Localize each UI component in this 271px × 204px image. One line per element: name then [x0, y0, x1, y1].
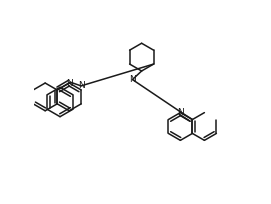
Text: N: N — [129, 75, 136, 84]
Text: N: N — [177, 108, 184, 117]
Text: N: N — [78, 81, 85, 90]
Text: N: N — [66, 79, 73, 88]
